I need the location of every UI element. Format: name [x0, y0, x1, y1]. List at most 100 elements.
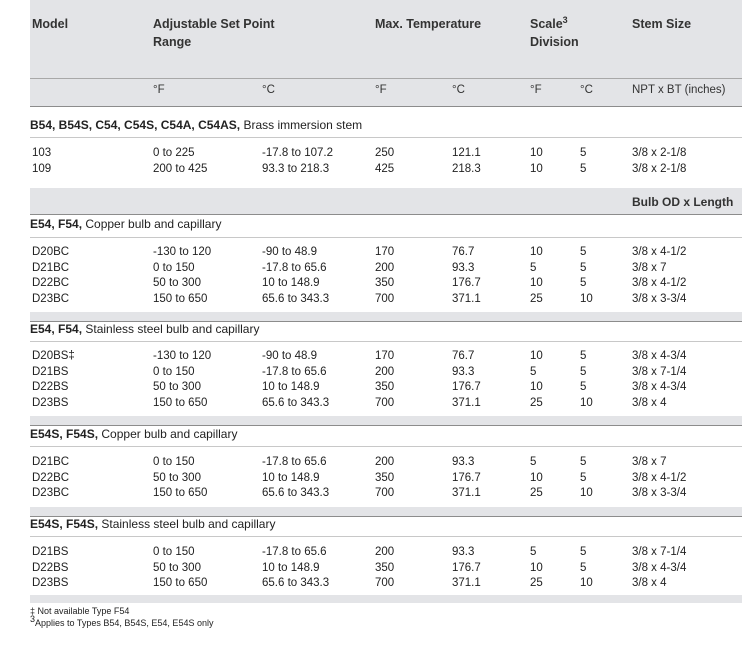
- cell-range-f: 0 to 150: [153, 456, 195, 468]
- cell-max-c: 93.3: [452, 456, 475, 468]
- header-range-line2: Range: [153, 35, 192, 49]
- cell-max-c: 93.3: [452, 365, 475, 378]
- cell-scale-c: 5: [580, 561, 587, 574]
- footnote-not-available: ‡ Not available Type F54: [30, 606, 130, 616]
- cell-range-f: 0 to 150: [153, 365, 195, 378]
- cell-stem-size: 3/8 x 7-1/4: [632, 365, 687, 378]
- cell-scale-f: 25: [530, 487, 543, 499]
- separator-band: [30, 312, 742, 321]
- cell-max-f: 250: [375, 147, 395, 159]
- cell-max-c: 371.1: [452, 487, 481, 499]
- cell-range-c: -17.8 to 65.6: [262, 261, 327, 274]
- cell-range-c: 65.6 to 343.3: [262, 487, 330, 499]
- cell-range-f: 0 to 225: [153, 147, 195, 159]
- cell-scale-f: 10: [530, 381, 543, 393]
- cell-range-f: 150 to 650: [153, 292, 208, 305]
- cell-scale-c: 5: [580, 456, 587, 468]
- cell-scale-f: 5: [530, 546, 537, 558]
- section-rule: [30, 106, 742, 107]
- cell-stem-size: 3/8 x 4-3/4: [632, 381, 687, 393]
- cell-range-c: -17.8 to 107.2: [262, 147, 333, 159]
- cell-range-c: 65.6 to 343.3: [262, 577, 330, 589]
- cell-max-f: 700: [375, 487, 395, 499]
- cell-max-c: 218.3: [452, 162, 481, 175]
- cell-scale-f: 10: [530, 147, 543, 159]
- cell-max-f: 200: [375, 546, 395, 558]
- cell-model: D22BS: [32, 561, 69, 574]
- cell-stem-size: 3/8 x 4-3/4: [632, 350, 687, 362]
- cell-max-f: 700: [375, 292, 395, 305]
- cell-max-c: 371.1: [452, 577, 481, 589]
- header-max-temp: Max. Temperature: [375, 17, 482, 31]
- cell-max-c: 76.7: [452, 246, 475, 258]
- cell-range-f: -130 to 120: [153, 246, 212, 258]
- cell-stem-size: 3/8 x 4-1/2: [632, 471, 687, 484]
- cell-scale-f: 10: [530, 246, 543, 258]
- section-title: E54, F54, Stainless steel bulb and capil…: [30, 322, 260, 336]
- cell-max-f: 350: [375, 471, 395, 484]
- cell-model: D22BC: [32, 277, 70, 289]
- cell-range-f: 150 to 650: [153, 396, 208, 409]
- section-title: E54S, F54S, Copper bulb and capillary: [30, 427, 238, 441]
- cell-model: D23BS: [32, 577, 69, 589]
- cell-stem-size: 3/8 x 2-1/8: [632, 162, 687, 175]
- header-bulb-od-length: Bulb OD x Length: [632, 195, 734, 209]
- separator-band: [30, 416, 742, 425]
- cell-range-c: -17.8 to 65.6: [262, 365, 327, 378]
- cell-stem-size: 3/8 x 4: [632, 577, 667, 589]
- cell-scale-f: 25: [530, 577, 543, 589]
- cell-model: D23BS: [32, 396, 69, 409]
- cell-model: D21BC: [32, 261, 70, 274]
- unit-range-c: °C: [262, 84, 275, 96]
- cell-model: 109: [32, 162, 52, 175]
- unit-max-c: °C: [452, 84, 465, 96]
- cell-max-f: 700: [375, 577, 395, 589]
- cell-stem-size: 3/8 x 4-1/2: [632, 277, 687, 289]
- cell-scale-c: 10: [580, 577, 593, 589]
- section-rule: [30, 425, 742, 426]
- cell-range-f: 0 to 150: [153, 261, 195, 274]
- cell-model: D20BC: [32, 246, 70, 258]
- cell-max-f: 350: [375, 561, 395, 574]
- cell-model: D22BS: [32, 381, 69, 393]
- cell-model: D21BC: [32, 456, 70, 468]
- cell-max-c: 371.1: [452, 396, 481, 409]
- unit-range-f: °F: [153, 84, 165, 96]
- section-rule: [30, 321, 742, 322]
- header-stem-size: Stem Size: [632, 17, 692, 31]
- bulb-header-band: [30, 188, 742, 214]
- section-underline: [30, 446, 742, 447]
- cell-scale-f: 10: [530, 277, 543, 289]
- cell-max-c: 93.3: [452, 546, 475, 558]
- cell-range-c: 65.6 to 343.3: [262, 396, 330, 409]
- cell-range-c: 10 to 148.9: [262, 471, 320, 484]
- cell-max-c: 371.1: [452, 292, 481, 305]
- cell-max-c: 76.7: [452, 350, 475, 362]
- section-rule: [30, 516, 742, 517]
- cell-scale-c: 5: [580, 350, 587, 362]
- cell-max-f: 170: [375, 350, 395, 362]
- cell-stem-size: 3/8 x 4-1/2: [632, 246, 687, 258]
- cell-model: D22BC: [32, 471, 70, 484]
- header-band: [30, 0, 742, 106]
- section-rule: [30, 214, 742, 215]
- cell-range-c: -90 to 48.9: [262, 350, 317, 362]
- cell-range-c: -90 to 48.9: [262, 246, 317, 258]
- footnote-applies-to: 3Applies to Types B54, B54S, E54, E54S o…: [30, 614, 214, 629]
- cell-range-c: -17.8 to 65.6: [262, 456, 327, 468]
- section-title: E54S, F54S, Stainless steel bulb and cap…: [30, 517, 276, 531]
- cell-max-f: 200: [375, 456, 395, 468]
- cell-range-f: -130 to 120: [153, 350, 212, 362]
- cell-model: 103: [32, 147, 52, 159]
- cell-range-f: 50 to 300: [153, 277, 201, 289]
- section-title: E54, F54, Copper bulb and capillary: [30, 217, 222, 231]
- cell-stem-size: 3/8 x 4: [632, 396, 667, 409]
- cell-model: D21BS: [32, 546, 69, 558]
- cell-scale-c: 5: [580, 381, 587, 393]
- cell-max-c: 176.7: [452, 561, 481, 574]
- cell-range-f: 0 to 150: [153, 546, 195, 558]
- cell-range-f: 50 to 300: [153, 471, 201, 484]
- cell-range-c: -17.8 to 65.6: [262, 546, 327, 558]
- cell-scale-c: 5: [580, 261, 587, 274]
- cell-model: D20BS‡: [32, 350, 75, 362]
